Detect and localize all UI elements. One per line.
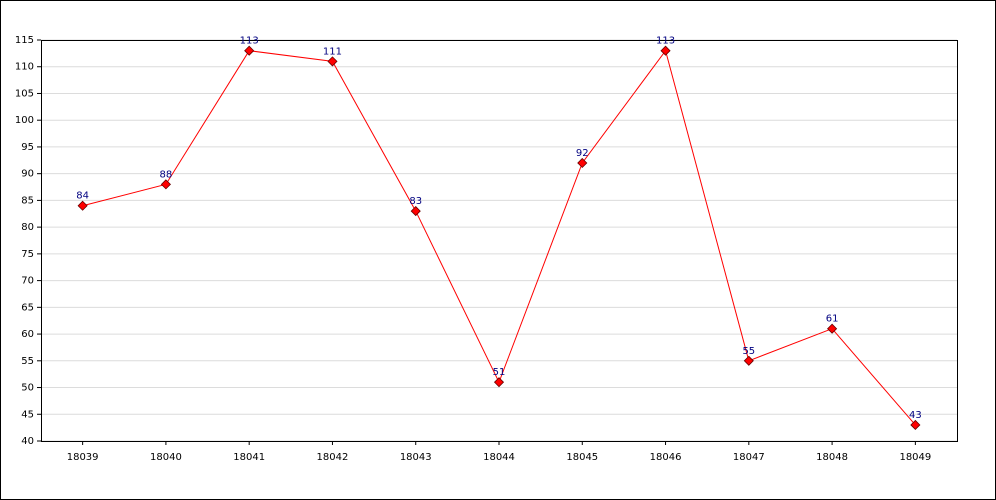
x-tick-label: 18041	[233, 452, 265, 463]
y-tick-label: 60	[21, 329, 34, 340]
marker	[743, 355, 754, 366]
data-label: 88	[160, 169, 173, 180]
marker	[244, 45, 255, 56]
data-label: 92	[576, 148, 589, 159]
data-label: 51	[493, 367, 506, 378]
marker	[910, 419, 921, 431]
marker	[660, 45, 671, 56]
data-label: 43	[909, 410, 922, 421]
x-tick-label: 18039	[67, 452, 99, 463]
y-tick-label: 45	[21, 409, 34, 420]
data-label: 113	[656, 36, 675, 47]
y-tick-label: 90	[21, 169, 34, 180]
x-tick-label: 18047	[733, 452, 765, 463]
marker	[77, 200, 88, 211]
y-tick-label: 65	[21, 302, 34, 313]
marker	[160, 179, 171, 190]
marker	[827, 323, 838, 334]
x-tick-label: 18045	[566, 452, 598, 463]
x-tick-label: 18046	[650, 452, 682, 463]
data-label: 61	[826, 314, 839, 325]
x-tick-label: 18048	[816, 452, 848, 463]
marker	[577, 157, 588, 169]
y-tick-label: 70	[21, 276, 34, 287]
y-tick-label: 100	[15, 115, 34, 126]
y-tick-label: 40	[21, 436, 34, 447]
x-tick-label: 18042	[317, 452, 349, 463]
data-label: 111	[323, 46, 342, 57]
x-tick-label: 18043	[400, 452, 432, 463]
data-label: 84	[76, 191, 89, 202]
data-label: 83	[409, 196, 422, 207]
x-tick-label: 18040	[150, 452, 182, 463]
x-tick-label: 18049	[899, 452, 931, 463]
y-tick-label: 80	[21, 222, 34, 233]
marker	[493, 377, 505, 388]
data-label: 113	[240, 36, 259, 47]
y-tick-label: 85	[21, 195, 34, 206]
y-tick-label: 110	[15, 62, 34, 73]
y-tick-label: 115	[15, 35, 34, 46]
y-tick-label: 75	[21, 249, 34, 260]
y-tick-label: 95	[21, 142, 34, 153]
y-tick-label: 105	[15, 88, 34, 99]
data-label: 55	[742, 346, 755, 357]
marker	[327, 56, 338, 67]
marker	[410, 206, 421, 217]
y-tick-label: 55	[21, 356, 34, 367]
x-tick-label: 18044	[483, 452, 515, 463]
y-tick-label: 50	[21, 383, 34, 394]
